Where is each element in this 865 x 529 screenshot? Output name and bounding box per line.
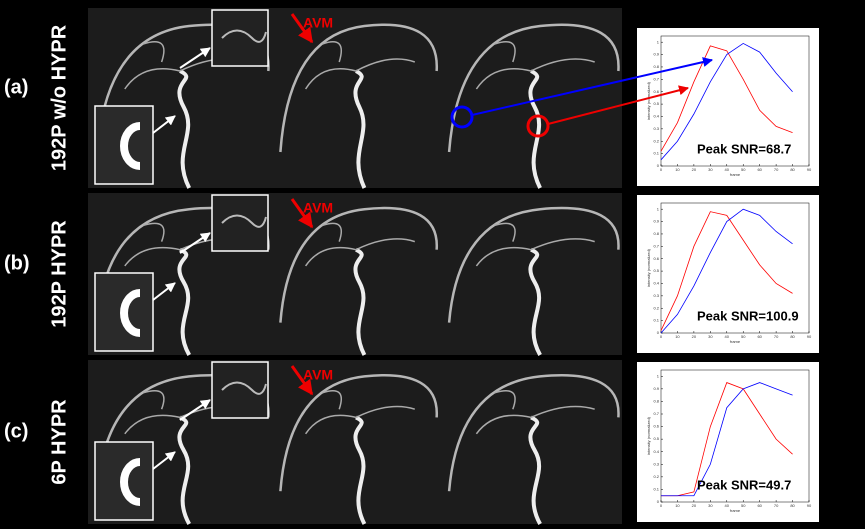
- y-axis-label: intensity (normalized): [646, 248, 651, 287]
- row-label: (a): [4, 76, 28, 98]
- x-tick-label: 10: [675, 503, 680, 508]
- y-tick-label: 0.3: [653, 461, 659, 466]
- x-tick-label: 50: [741, 167, 746, 172]
- x-tick-label: 10: [675, 167, 680, 172]
- snr-label: Peak SNR=100.9: [697, 308, 799, 323]
- x-tick-label: 30: [708, 334, 713, 339]
- y-axis-label: intensity (normalized): [646, 81, 651, 120]
- row-label: (c): [4, 420, 28, 442]
- y-tick-label: 0.7: [653, 243, 659, 248]
- y-tick-label: 0.8: [653, 64, 659, 69]
- y-axis-label: intensity (normalized): [646, 416, 651, 455]
- y-tick-label: 0.2: [653, 474, 659, 479]
- figure: (a)192P w/o HYPRAVM010203040506070809000…: [0, 0, 865, 529]
- x-tick-label: 30: [708, 167, 713, 172]
- snr-label: Peak SNR=49.7: [697, 477, 791, 492]
- y-tick-label: 0.3: [653, 126, 659, 131]
- method-label: 6P HYPR: [48, 399, 70, 485]
- x-tick-label: 80: [790, 503, 795, 508]
- y-tick-label: 0.6: [653, 424, 659, 429]
- x-tick-label: 70: [774, 503, 779, 508]
- avm-label: AVM: [303, 200, 333, 216]
- inset: [212, 195, 268, 251]
- y-tick-label: 0.3: [653, 293, 659, 298]
- x-tick-label: 20: [692, 167, 697, 172]
- x-tick-label: 50: [741, 334, 746, 339]
- method-label: 192P w/o HYPR: [48, 24, 70, 171]
- y-tick-label: 0.9: [653, 219, 659, 224]
- row-label: (b): [4, 252, 30, 274]
- avm-label: AVM: [303, 367, 333, 383]
- y-tick-label: 0.6: [653, 256, 659, 261]
- y-tick-label: 0.9: [653, 386, 659, 391]
- method-label: 192P HYPR: [48, 220, 70, 328]
- chart-box: [637, 28, 819, 186]
- inset: [212, 10, 268, 66]
- x-tick-label: 20: [692, 334, 697, 339]
- y-tick-label: 0.8: [653, 398, 659, 403]
- x-tick-label: 90: [807, 503, 812, 508]
- y-tick-label: 0.2: [653, 138, 659, 143]
- y-tick-label: 0.6: [653, 89, 659, 94]
- y-tick-label: 0.1: [653, 486, 659, 491]
- y-tick-label: 0.4: [653, 281, 659, 286]
- y-tick-label: 0.7: [653, 76, 659, 81]
- x-tick-label: 50: [741, 503, 746, 508]
- snr-label: Peak SNR=68.7: [697, 141, 791, 156]
- x-tick-label: 60: [757, 334, 762, 339]
- x-tick-label: 90: [807, 334, 812, 339]
- y-tick-label: 0.2: [653, 305, 659, 310]
- y-tick-label: 0.9: [653, 52, 659, 57]
- x-axis-label: frame: [730, 339, 741, 344]
- y-tick-label: 0.4: [653, 449, 659, 454]
- y-tick-label: 0.1: [653, 151, 659, 156]
- x-tick-label: 30: [708, 503, 713, 508]
- x-axis-label: frame: [730, 508, 741, 513]
- inset: [212, 362, 268, 418]
- x-axis-label: frame: [730, 172, 741, 177]
- x-tick-label: 60: [757, 503, 762, 508]
- chart-box: [637, 362, 819, 522]
- x-tick-label: 60: [757, 167, 762, 172]
- y-tick-label: 0.8: [653, 231, 659, 236]
- avm-label: AVM: [303, 15, 333, 31]
- x-tick-label: 20: [692, 503, 697, 508]
- y-tick-label: 0.1: [653, 318, 659, 323]
- x-tick-label: 10: [675, 334, 680, 339]
- x-tick-label: 70: [774, 334, 779, 339]
- y-tick-label: 0.5: [653, 101, 659, 106]
- y-tick-label: 0.5: [653, 268, 659, 273]
- x-tick-label: 70: [774, 167, 779, 172]
- y-tick-label: 0.7: [653, 411, 659, 416]
- y-tick-label: 0.4: [653, 114, 659, 119]
- x-tick-label: 80: [790, 334, 795, 339]
- x-tick-label: 80: [790, 167, 795, 172]
- y-tick-label: 0.5: [653, 436, 659, 441]
- x-tick-label: 90: [807, 167, 812, 172]
